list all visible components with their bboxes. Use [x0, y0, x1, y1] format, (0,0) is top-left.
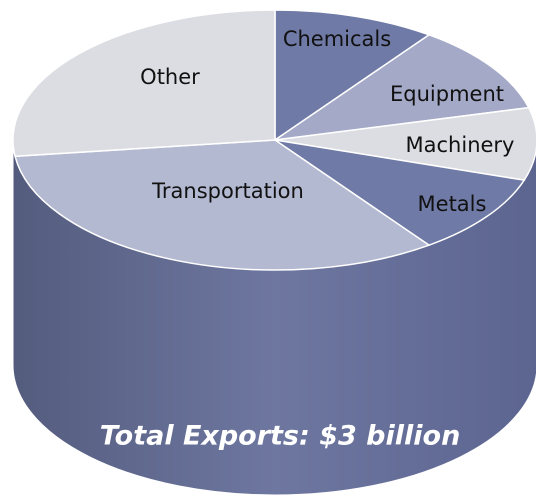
slice-label: Machinery: [406, 133, 515, 157]
slice-label: Transportation: [151, 179, 304, 203]
pie-slice: [274, 9, 431, 142]
chart-title: Total Exports: $3 billion: [100, 421, 461, 452]
pie-slice: [274, 33, 530, 141]
pie-slice: [14, 139, 431, 271]
pie-slice: [274, 139, 526, 247]
pie-slice: [12, 9, 276, 158]
pie-slice: [274, 106, 536, 181]
slice-label: Metals: [418, 192, 487, 216]
slice-label: Other: [140, 65, 200, 89]
slice-label: Equipment: [390, 82, 504, 106]
slice-label: Chemicals: [283, 27, 391, 51]
